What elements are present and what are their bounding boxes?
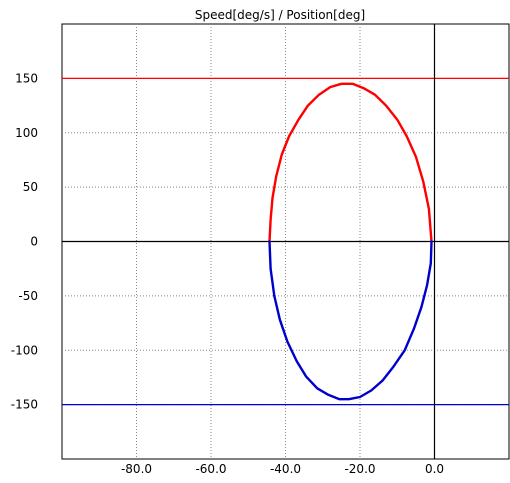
y-axis-ticks: -150 -100 -50 0 50 100 150 — [11, 71, 38, 411]
series-lines — [268, 82, 433, 401]
x-tick-label: -20.0 — [344, 462, 375, 476]
series-line — [268, 82, 433, 243]
x-tick-label: -80.0 — [121, 462, 152, 476]
x-tick-label: -40.0 — [270, 462, 301, 476]
y-tick-label: 100 — [15, 126, 38, 140]
x-axis-ticks: -80.0 -60.0 -40.0 -20.0 0.0 — [121, 462, 444, 476]
x-tick-label: -60.0 — [195, 462, 226, 476]
y-tick-label: 0 — [30, 235, 38, 249]
series-line — [268, 240, 433, 401]
chart-title: Speed[deg/s] / Position[deg] — [195, 8, 365, 22]
x-tick-label: 0.0 — [425, 462, 444, 476]
y-tick-label: 150 — [15, 71, 38, 85]
y-tick-label: -150 — [11, 398, 38, 412]
y-tick-label: -50 — [18, 289, 38, 303]
y-tick-label: -100 — [11, 343, 38, 357]
y-tick-label: 50 — [23, 180, 38, 194]
reference-lines — [62, 24, 509, 459]
